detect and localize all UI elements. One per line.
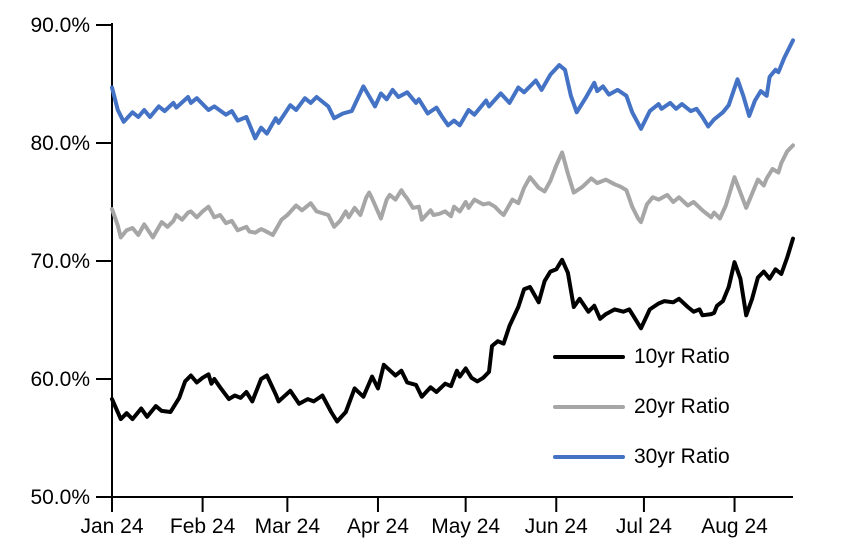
y-tick-label: 90.0% [30,14,90,37]
legend-label-10yr: 10yr Ratio [634,345,730,368]
x-tick-label: Mar 24 [255,515,321,538]
y-tick-label: 80.0% [30,132,90,155]
x-tick-label: Feb 24 [170,515,236,538]
series-lines [110,38,795,424]
legend-item-30yr: 30yr Ratio [553,446,730,468]
x-tick-label: Jul 24 [616,515,672,538]
legend-swatch-30yr [553,455,625,459]
x-tick-label: May 24 [431,515,500,538]
x-tick-label: Apr 24 [347,515,409,538]
x-tick-label: Aug 24 [701,515,768,538]
chart-legend: 10yr Ratio 20yr Ratio 30yr Ratio [553,346,730,496]
legend-swatch-10yr [553,355,625,359]
x-tick-label: Jun 24 [525,515,588,538]
x-axis-tick-labels: Jan 24 Feb 24 Mar 24 Apr 24 May 24 Jun 24 Jul … [80,515,768,538]
legend-label-30yr: 30yr Ratio [634,445,730,468]
legend-swatch-20yr [553,405,625,409]
series-line-10yr [110,236,795,424]
legend-item-20yr: 20yr Ratio [553,396,730,418]
x-tick-label: Jan 24 [80,515,143,538]
axes [96,23,793,512]
series-line-20yr [110,143,795,240]
y-tick-label: 60.0% [30,368,90,391]
y-tick-label: 70.0% [30,250,90,273]
y-axis-tick-labels: 50.0% 60.0% 70.0% 80.0% 90.0% [30,14,90,509]
y-tick-label: 50.0% [30,486,90,509]
series-line-30yr [110,38,795,141]
legend-item-10yr: 10yr Ratio [553,346,730,368]
legend-label-20yr: 20yr Ratio [634,395,730,418]
